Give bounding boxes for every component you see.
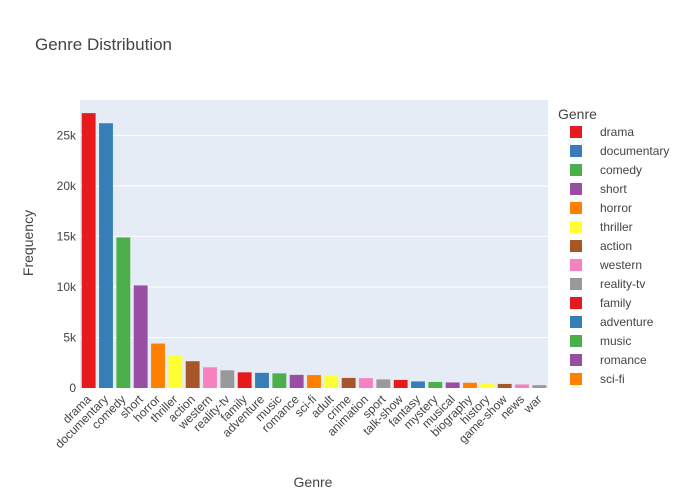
bar-horror[interactable]: [151, 343, 165, 388]
legend-entry[interactable]: comedy: [600, 163, 642, 177]
bar-sport[interactable]: [376, 379, 391, 388]
legend-entry[interactable]: action: [600, 239, 632, 253]
bar-short[interactable]: [133, 285, 148, 388]
legend-entry[interactable]: thriller: [600, 220, 633, 234]
legend-entry[interactable]: adventure: [600, 315, 654, 329]
bar-comedy[interactable]: [116, 237, 131, 388]
legend-swatch[interactable]: [570, 373, 582, 385]
bar-family[interactable]: [237, 372, 252, 388]
bar-adult[interactable]: [324, 375, 339, 388]
y-axis-title: Frequency: [20, 210, 36, 276]
bar-talk-show[interactable]: [393, 379, 408, 388]
y-tick-label: 5k: [63, 330, 77, 344]
legend-swatch[interactable]: [570, 354, 582, 366]
legend-swatch[interactable]: [570, 316, 582, 328]
bar-drama[interactable]: [81, 113, 96, 388]
bar-adventure[interactable]: [255, 372, 269, 388]
bar-game-show[interactable]: [497, 383, 512, 388]
bar-biography[interactable]: [463, 382, 477, 388]
legend-entry[interactable]: documentary: [600, 144, 669, 158]
legend-swatch[interactable]: [570, 126, 582, 138]
x-tick-label: war: [520, 392, 544, 416]
legend: Genre drama documentary comedy short horror t…: [558, 106, 669, 386]
legend-swatch[interactable]: [570, 335, 582, 347]
legend-swatch[interactable]: [570, 164, 582, 176]
x-axis-ticks: dramadocumentarycomedyshorthorrorthrille…: [52, 392, 544, 451]
bar-animation[interactable]: [359, 378, 373, 388]
bar-news[interactable]: [515, 384, 529, 388]
legend-entry[interactable]: romance: [600, 353, 647, 367]
bar-fantasy[interactable]: [411, 381, 425, 388]
legend-entry[interactable]: horror: [600, 201, 632, 215]
bar-war[interactable]: [532, 385, 547, 388]
bar-music[interactable]: [272, 373, 287, 388]
bar-sci-fi[interactable]: [307, 375, 321, 388]
legend-swatch[interactable]: [570, 145, 582, 157]
legend-swatch[interactable]: [570, 183, 582, 195]
legend-swatch[interactable]: [570, 259, 582, 271]
bar-mystery[interactable]: [428, 381, 443, 388]
bar-action[interactable]: [185, 361, 200, 388]
plot-area: [80, 100, 548, 388]
legend-entry[interactable]: drama: [600, 125, 634, 139]
legend-entry[interactable]: music: [600, 334, 631, 348]
bar-western[interactable]: [203, 367, 217, 388]
bar-reality-tv[interactable]: [220, 370, 235, 388]
legend-entry[interactable]: western: [599, 258, 642, 272]
x-axis-title: Genre: [294, 474, 333, 490]
bar-crime[interactable]: [341, 377, 356, 388]
legend-entry[interactable]: family: [600, 296, 631, 310]
bar-thriller[interactable]: [168, 355, 183, 388]
legend-swatch[interactable]: [570, 221, 582, 233]
legend-title: Genre: [558, 106, 597, 122]
legend-swatch[interactable]: [570, 278, 582, 290]
legend-swatch[interactable]: [570, 202, 582, 214]
bars: [81, 113, 547, 389]
chart-title: Genre Distribution: [35, 35, 172, 54]
legend-entry[interactable]: sci-fi: [600, 372, 625, 386]
y-tick-label: 15k: [57, 229, 77, 243]
bar-romance[interactable]: [289, 374, 304, 388]
y-tick-label: 0: [69, 381, 76, 395]
legend-entry[interactable]: reality-tv: [600, 277, 645, 291]
y-tick-label: 25k: [57, 128, 77, 142]
bar-history[interactable]: [480, 383, 495, 388]
gridlines: [80, 134, 548, 338]
y-axis-ticks: 0 5k 10k 15k 20k 25k: [57, 128, 77, 395]
y-tick-label: 10k: [57, 280, 77, 294]
bar-musical[interactable]: [445, 382, 460, 388]
legend-swatch[interactable]: [570, 297, 582, 309]
legend-swatch[interactable]: [570, 240, 582, 252]
legend-entry[interactable]: short: [600, 182, 627, 196]
bar-documentary[interactable]: [99, 123, 113, 389]
y-tick-label: 20k: [57, 179, 77, 193]
